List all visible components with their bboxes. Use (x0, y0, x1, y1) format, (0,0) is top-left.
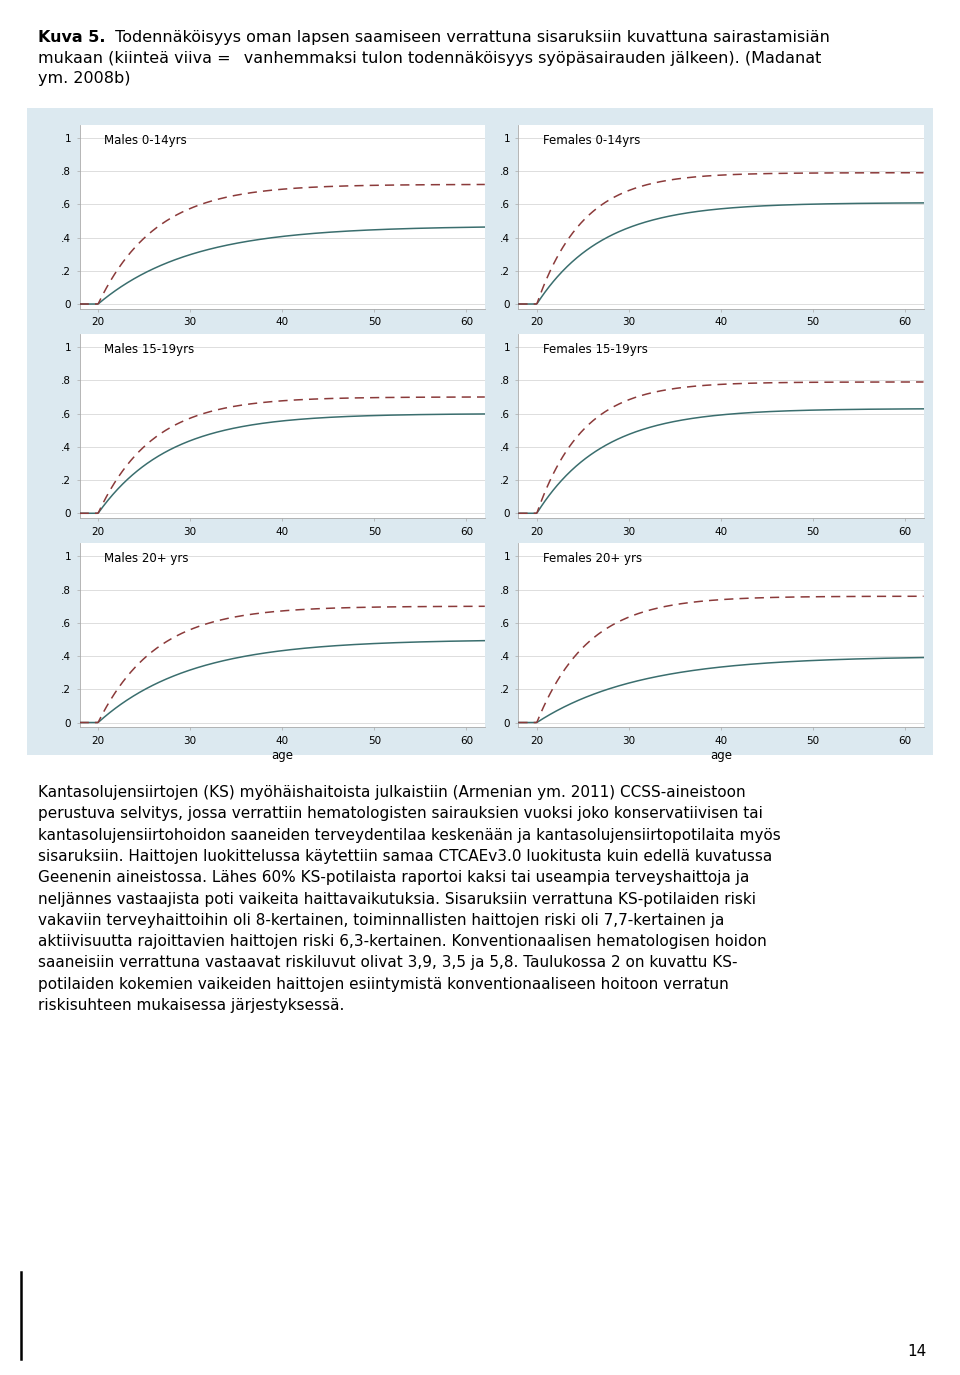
Text: Kuva 5.: Kuva 5. (38, 30, 106, 45)
Text: 14: 14 (907, 1343, 926, 1358)
Text: Males 20+ yrs: Males 20+ yrs (104, 553, 188, 565)
X-axis label: age: age (272, 748, 293, 762)
Text: Females 15-19yrs: Females 15-19yrs (542, 342, 648, 356)
Text: potilaiden kokemien vaikeiden haittojen esiintymistä konventionaaliseen hoitoon : potilaiden kokemien vaikeiden haittojen … (38, 976, 730, 991)
Text: riskisuhteen mukaisessa järjestyksessä.: riskisuhteen mukaisessa järjestyksessä. (38, 998, 345, 1013)
Text: perustuva selvitys, jossa verrattiin hematologisten sairauksien vuoksi joko kons: perustuva selvitys, jossa verrattiin hem… (38, 806, 763, 821)
X-axis label: age: age (710, 748, 732, 762)
Text: ym. 2008b): ym. 2008b) (38, 72, 131, 87)
Text: sisaruksiin. Haittojen luokittelussa käytettiin samaa CTCAEv3.0 luokitusta kuin : sisaruksiin. Haittojen luokittelussa käy… (38, 848, 773, 864)
Text: Todennäköisyys oman lapsen saamiseen verrattuna sisaruksiin kuvattuna sairastami: Todennäköisyys oman lapsen saamiseen ver… (110, 30, 830, 45)
Text: kantasolujensiirtohoidon saaneiden terveydentilaa keskenään ja kantasolujensiirt: kantasolujensiirtohoidon saaneiden terve… (38, 828, 781, 843)
Text: vakaviin terveyhaittoihin oli 8-kertainen, toiminnallisten haittojen riski oli 7: vakaviin terveyhaittoihin oli 8-kertaine… (38, 913, 725, 928)
Text: Males 0-14yrs: Males 0-14yrs (104, 133, 187, 147)
Text: Males 15-19yrs: Males 15-19yrs (104, 342, 194, 356)
Text: neljännes vastaajista poti vaikeita haittavaikutuksia. Sisaruksiin verrattuna KS: neljännes vastaajista poti vaikeita hait… (38, 891, 756, 906)
Text: saaneisiin verrattuna vastaavat riskiluvut olivat 3,9, 3,5 ja 5,8. Taulukossa 2 : saaneisiin verrattuna vastaavat riskiluv… (38, 956, 738, 971)
Text: mukaan (kiinteä viiva =  vanhemmaksi tulon todennäköisyys syöpäsairauden jälkeen: mukaan (kiinteä viiva = vanhemmaksi tulo… (38, 51, 822, 66)
Text: Kantasolujensiirtojen (KS) myöhäishaitoista julkaistiin (Armenian ym. 2011) CCSS: Kantasolujensiirtojen (KS) myöhäishaitoi… (38, 785, 746, 800)
Text: Females 20+ yrs: Females 20+ yrs (542, 553, 642, 565)
Text: aktiivisuutta rajoittavien haittojen riski 6,3-kertainen. Konventionaalisen hema: aktiivisuutta rajoittavien haittojen ris… (38, 934, 767, 949)
Text: Geenenin aineistossa. Lähes 60% KS-potilaista raportoi kaksi tai useampia tervey: Geenenin aineistossa. Lähes 60% KS-potil… (38, 870, 750, 886)
Text: Females 0-14yrs: Females 0-14yrs (542, 133, 640, 147)
